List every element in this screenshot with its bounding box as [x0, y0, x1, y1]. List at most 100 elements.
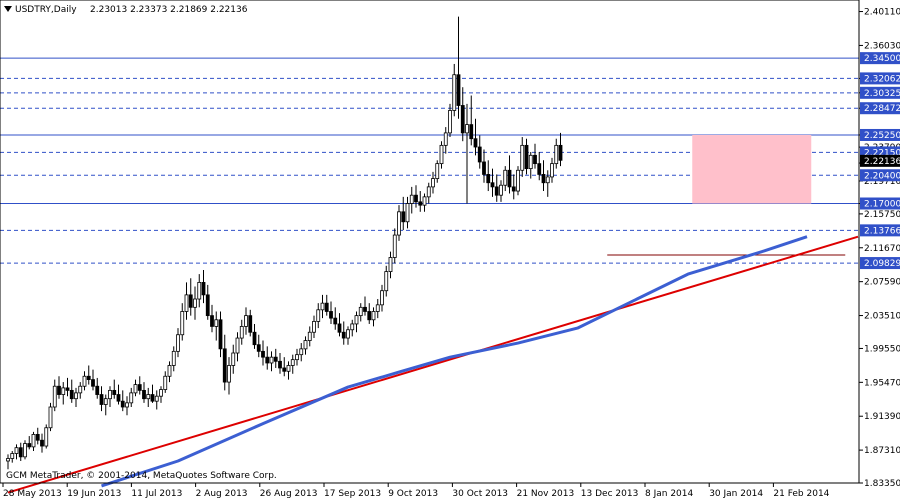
candle [303, 336, 308, 355]
candle [244, 307, 248, 335]
level-tag [860, 86, 900, 99]
candle [324, 294, 329, 316]
candle [533, 143, 537, 169]
candle [494, 174, 499, 202]
candle [6, 454, 10, 470]
x-tick-label: 13 Dec 2013 [581, 489, 639, 499]
candle [503, 166, 508, 192]
level-tag [860, 257, 900, 270]
candle [86, 365, 91, 385]
candle [218, 311, 223, 358]
candle [129, 387, 134, 407]
candle [422, 193, 427, 212]
candle [537, 152, 542, 181]
y-tick-label: 2.03510 [864, 312, 900, 322]
candle [252, 323, 257, 349]
x-tick-label: 28 May 2013 [3, 489, 62, 499]
candle [499, 180, 503, 202]
candle [52, 379, 57, 412]
candle [371, 307, 376, 327]
candle [95, 377, 100, 399]
candle [448, 103, 452, 138]
candle [18, 442, 23, 461]
copyright-text: GCM MetaTrader, © 2001-2014, MetaQuotes … [6, 471, 277, 481]
candle [329, 301, 333, 324]
candle [550, 157, 554, 183]
level-tag [860, 224, 900, 237]
candle [490, 168, 495, 197]
triangle-down-icon[interactable] [4, 6, 12, 12]
candle [82, 371, 87, 391]
candle [337, 313, 342, 337]
candle [61, 382, 66, 405]
y-tick-label: 1.91390 [864, 412, 900, 422]
current-price-tag [860, 154, 900, 167]
candle [452, 63, 457, 117]
level-tag [860, 128, 900, 141]
candle [231, 344, 236, 374]
candle [31, 431, 36, 452]
level-tag [860, 169, 900, 182]
level-tag [860, 197, 900, 210]
candle [40, 433, 44, 453]
candle [414, 185, 418, 208]
trendline [7, 235, 859, 494]
candle [99, 386, 104, 412]
candle [426, 182, 431, 204]
candle [299, 343, 304, 362]
candle [133, 379, 138, 397]
x-tick-label: 21 Feb 2014 [773, 489, 829, 499]
y-tick-label: 1.83350 [864, 479, 900, 489]
plot-border [0, 0, 860, 484]
level-tag-label: 2.13766 [864, 226, 900, 236]
candle [10, 451, 15, 463]
level-tag-label: 2.28472 [864, 104, 900, 114]
x-tick-label: 8 Jan 2014 [645, 489, 693, 499]
level-tag [860, 102, 900, 115]
candle [108, 386, 112, 407]
x-tick-label: 2 Aug 2013 [196, 489, 248, 499]
level-tag-label: 2.34500 [864, 54, 900, 64]
candle [418, 191, 423, 212]
candle [312, 315, 316, 339]
candle [184, 282, 189, 320]
candle [278, 353, 282, 374]
range-box [692, 134, 812, 204]
candle [316, 303, 321, 329]
candle [358, 303, 363, 322]
candle [146, 387, 151, 407]
candle [44, 424, 49, 449]
candle [142, 382, 146, 403]
candle [273, 348, 278, 368]
candle [116, 384, 121, 405]
y-tick-label: 2.40110 [864, 8, 900, 18]
candle [265, 346, 270, 370]
candle [405, 196, 410, 229]
candle [320, 294, 325, 319]
candle [477, 135, 482, 169]
candle [269, 351, 274, 372]
candle [227, 357, 231, 395]
ohlc-values: 2.23013 2.23373 2.21869 2.22136 [90, 5, 248, 15]
candle [465, 103, 469, 204]
candle [125, 396, 129, 416]
candle [397, 205, 401, 241]
candle [375, 299, 380, 319]
candle [439, 141, 444, 169]
candle [222, 334, 227, 391]
level-tag-label: 2.32062 [864, 74, 900, 84]
candle [248, 309, 253, 337]
candle [137, 376, 142, 395]
candle [456, 16, 461, 119]
candle [554, 138, 559, 169]
symbol-info: USDTRY,Daily [15, 5, 77, 15]
candle [295, 348, 299, 366]
candle [14, 444, 19, 460]
candle [511, 174, 516, 200]
candle [333, 307, 338, 330]
x-tick-label: 11 Jul 2013 [131, 489, 182, 499]
candle [346, 326, 350, 345]
candle [431, 171, 435, 194]
candle [103, 394, 108, 416]
